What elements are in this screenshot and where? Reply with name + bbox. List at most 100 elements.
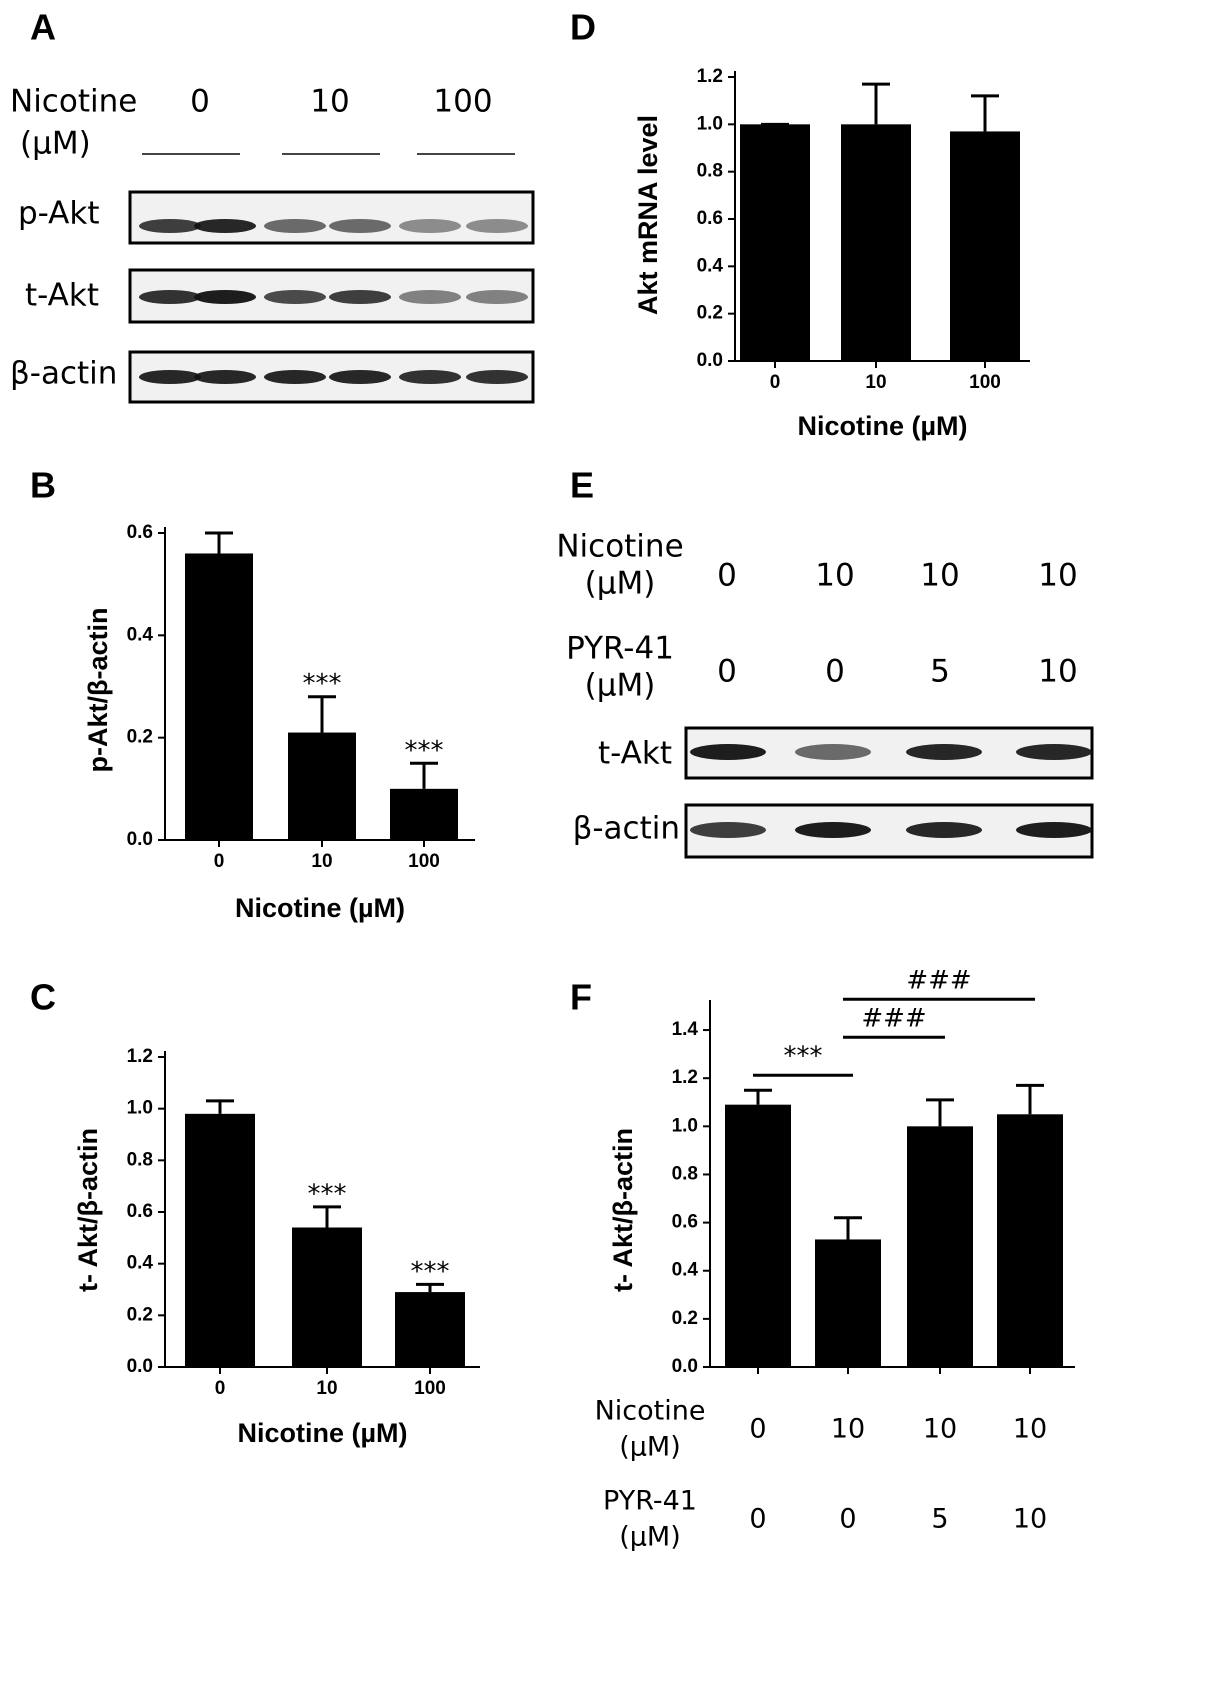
band: [194, 290, 256, 304]
y-tick-label: 0.6: [127, 522, 153, 543]
y-tick-label: 1.2: [697, 66, 723, 87]
y-tick-label: 0.6: [127, 1201, 153, 1222]
y-tick-label: 0.0: [127, 829, 153, 850]
band: [1016, 744, 1092, 760]
panel-label: B: [30, 465, 56, 506]
y-tick-label: 1.2: [672, 1067, 698, 1088]
band: [399, 219, 461, 233]
band: [690, 822, 766, 838]
treatment-label: (µM): [585, 566, 656, 602]
y-tick-label: 0.4: [672, 1260, 699, 1281]
band: [466, 219, 528, 233]
y-tick-label: 0.8: [697, 161, 723, 182]
y-tick-label: 0.2: [127, 727, 153, 748]
panel-label: F: [570, 977, 592, 1018]
bar: [395, 1292, 465, 1367]
bar: [390, 788, 458, 840]
x-tick-label: 0: [749, 1504, 766, 1535]
comparison-label: ###: [861, 1004, 926, 1034]
panel-label: D: [570, 7, 596, 48]
treatment-label: PYR-41: [566, 631, 674, 667]
band: [139, 370, 201, 384]
y-tick-label: 0.4: [127, 624, 154, 645]
x-tick-label: 0: [214, 851, 225, 872]
y-tick-label: 0.6: [697, 208, 723, 229]
y-tick-label: 1.0: [127, 1098, 153, 1119]
panel-label: C: [30, 977, 56, 1018]
y-tick-label: 1.4: [672, 1019, 699, 1040]
significance: ***: [411, 1257, 450, 1287]
y-tick-label: 0.0: [672, 1356, 698, 1377]
blot-row-label: β-actin: [573, 811, 680, 847]
bar: [950, 131, 1020, 361]
comparison-label: ***: [784, 1042, 823, 1072]
row-title: PYR-41: [603, 1486, 697, 1517]
band: [1016, 822, 1092, 838]
treatment-label: (µM): [585, 668, 656, 704]
treatment-level: 0: [717, 558, 737, 594]
x-tick-label: 0: [770, 372, 781, 393]
significance: ***: [308, 1179, 347, 1209]
y-axis-title: Akt mRNA level: [633, 115, 663, 315]
band: [329, 290, 391, 304]
x-tick-label: 0: [749, 1414, 766, 1445]
band: [264, 219, 326, 233]
bar: [292, 1227, 362, 1367]
y-tick-label: 0.4: [697, 255, 724, 276]
band: [139, 219, 201, 233]
x-tick-label: 100: [969, 372, 1001, 393]
y-tick-label: 0.2: [127, 1304, 153, 1325]
bar: [815, 1239, 881, 1367]
blot-row-label: β-actin: [10, 356, 117, 392]
bar: [185, 1113, 255, 1367]
panel-label: A: [30, 7, 56, 48]
x-tick-label: 10: [1013, 1414, 1047, 1445]
band: [795, 822, 871, 838]
y-tick-label: 1.2: [127, 1046, 153, 1067]
band: [906, 744, 982, 760]
y-tick-label: 0.2: [697, 303, 723, 324]
x-axis-title: Nicotine (µM): [235, 893, 405, 923]
band: [194, 370, 256, 384]
treatment-level: 0: [717, 654, 737, 690]
y-tick-label: 0.8: [127, 1149, 153, 1170]
blot-row-label: t-Akt: [25, 278, 99, 314]
band: [139, 290, 201, 304]
band: [399, 370, 461, 384]
panel-label: E: [570, 465, 594, 506]
y-axis-title: p-Akt/β-actin: [83, 608, 113, 773]
x-tick-label: 5: [931, 1504, 948, 1535]
band: [399, 290, 461, 304]
treatment-level: 100: [433, 84, 492, 120]
y-tick-label: 1.0: [672, 1115, 698, 1136]
band: [795, 744, 871, 760]
treatment-level: 0: [190, 84, 210, 120]
x-tick-label: 0: [839, 1504, 856, 1535]
x-tick-label: 10: [316, 1378, 337, 1399]
x-tick-label: 0: [215, 1378, 226, 1399]
x-tick-label: 10: [923, 1414, 957, 1445]
band: [194, 219, 256, 233]
y-tick-label: 0.2: [672, 1308, 698, 1329]
y-tick-label: 0.0: [127, 1356, 153, 1377]
treatment-label: Nicotine: [556, 529, 683, 565]
x-axis-title: Nicotine (µM): [797, 411, 967, 441]
treatment-level: 0: [825, 654, 845, 690]
bar: [185, 553, 253, 840]
band: [264, 370, 326, 384]
blot-row-label: p-Akt: [18, 196, 100, 232]
bands: [139, 219, 1092, 838]
band: [329, 219, 391, 233]
band: [906, 822, 982, 838]
x-axis-title: Nicotine (µM): [237, 1418, 407, 1448]
band: [690, 744, 766, 760]
y-tick-label: 0.0: [697, 350, 723, 371]
band: [466, 370, 528, 384]
x-tick-label: 10: [865, 372, 886, 393]
blot-row-label: t-Akt: [598, 736, 672, 772]
treatment-level: 10: [1038, 558, 1077, 594]
y-tick-label: 0.4: [127, 1253, 154, 1274]
comparison-label: ###: [906, 966, 971, 996]
bar: [997, 1114, 1063, 1367]
